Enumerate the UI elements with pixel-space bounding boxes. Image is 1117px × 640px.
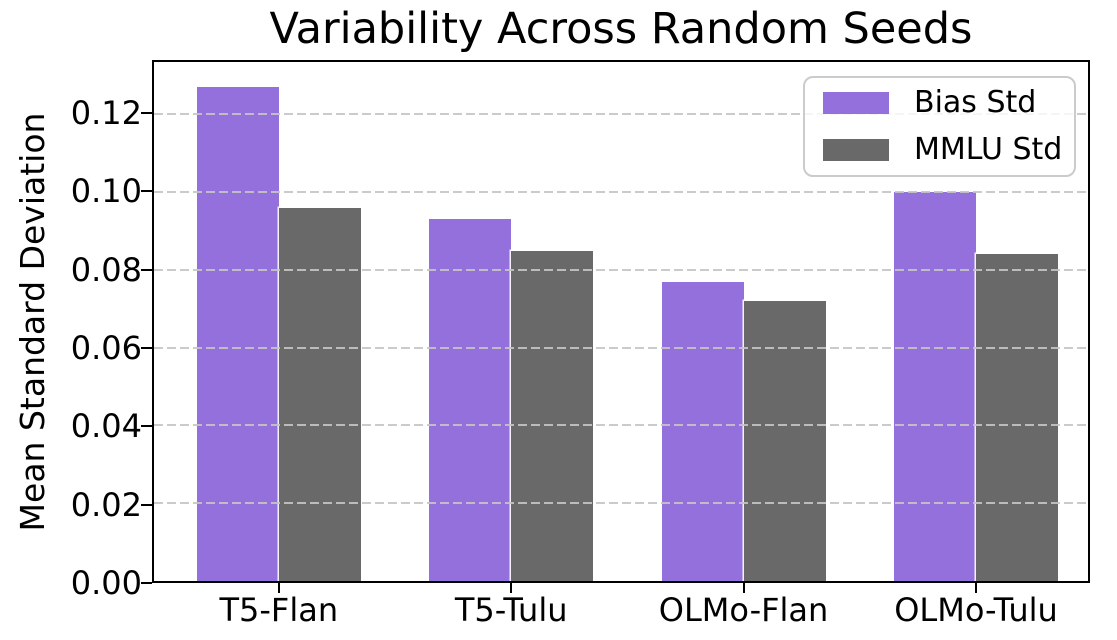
bar-bias-std-olmo-tulu [894, 192, 976, 581]
y-tick-mark [141, 268, 152, 271]
y-tick-label: 0.00 [70, 564, 142, 602]
x-tick-label-olmo-tulu: OLMo-Tulu [894, 591, 1058, 629]
y-tick-mark [141, 582, 152, 584]
y-tick-mark [141, 190, 152, 193]
y-tick-mark [141, 111, 152, 114]
gridline-y-0.06 [154, 346, 1088, 349]
x-tick-label-t5-tulu: T5-Tulu [454, 591, 568, 629]
x-tick-mark [975, 583, 977, 593]
legend-label-mmlu-std: MMLU Std [914, 132, 1063, 167]
x-tick-mark [510, 583, 513, 593]
x-tick-mark [742, 583, 745, 593]
gridline-y-0.02 [154, 502, 1088, 505]
chart-title: Variability Across Random Seeds [269, 4, 973, 54]
x-tick-label-t5-flan: T5-Flan [219, 591, 339, 629]
y-tick-mark [141, 346, 152, 349]
y-tick-label: 0.08 [70, 250, 142, 289]
gridline-y-0.12 [154, 113, 1088, 116]
bar-mmlu-std-t5-tulu [511, 250, 594, 581]
y-tick-label: 0.10 [70, 172, 142, 211]
bar-mmlu-std-t5-flan [278, 207, 361, 581]
gridline-y-0.04 [154, 424, 1088, 427]
y-tick-label: 0.06 [70, 328, 142, 367]
bar-bias-std-t5-flan [196, 87, 279, 581]
gridline-y-0.08 [154, 268, 1088, 271]
x-tick-mark [277, 583, 280, 593]
legend-label-bias-std: Bias Std [914, 85, 1037, 120]
y-tick-mark [141, 503, 152, 506]
bar-mmlu-std-olmo-tulu [976, 254, 1058, 581]
bias-std-swatch [823, 92, 889, 114]
y-tick-label: 0.12 [70, 93, 142, 132]
legend: Bias Std MMLU Std [803, 76, 1076, 177]
x-tick-label-olmo-flan: OLMo-Flan [658, 591, 829, 629]
y-tick-label: 0.04 [70, 407, 142, 446]
plot-inner [154, 62, 1088, 581]
gridline-y-0.1 [154, 191, 1088, 194]
y-tick-label: 0.02 [70, 485, 142, 524]
bar-bias-std-olmo-flan [661, 281, 744, 581]
legend-row: MMLU Std [823, 134, 1074, 166]
bar-mmlu-std-olmo-flan [743, 301, 826, 581]
bar-bias-std-t5-tulu [429, 219, 512, 581]
mmlu-std-swatch [823, 139, 889, 161]
y-tick-mark [141, 425, 152, 428]
legend-row: Bias Std [823, 87, 1074, 119]
